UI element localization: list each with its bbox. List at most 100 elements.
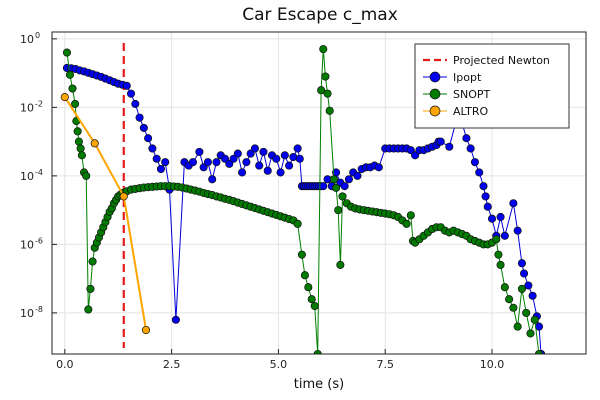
legend-label: Projected Newton bbox=[453, 54, 550, 67]
data-point-ipopt bbox=[208, 175, 217, 184]
data-point-ipopt bbox=[483, 202, 492, 211]
y-tick-label: 10 bbox=[20, 170, 34, 183]
data-point-ipopt bbox=[406, 146, 415, 155]
legend-swatch-marker bbox=[429, 71, 441, 83]
data-point-ipopt bbox=[229, 154, 238, 163]
data-point-ipopt bbox=[319, 182, 328, 191]
series-altro bbox=[60, 93, 151, 335]
data-point-snopt bbox=[68, 84, 77, 93]
data-point-snopt bbox=[300, 271, 309, 280]
chart-title: Car Escape c_max bbox=[242, 5, 398, 25]
data-point-ipopt bbox=[462, 134, 471, 143]
y-tick-exponent: -8 bbox=[35, 305, 43, 314]
data-point-ipopt bbox=[509, 199, 518, 208]
data-point-ipopt bbox=[374, 163, 383, 172]
data-point-ipopt bbox=[199, 163, 208, 172]
legend-swatch-marker bbox=[429, 105, 441, 117]
data-point-snopt bbox=[509, 303, 518, 312]
legend-swatch-marker bbox=[429, 88, 441, 100]
data-point-snopt bbox=[76, 144, 85, 153]
data-point-snopt bbox=[325, 106, 334, 115]
data-point-ipopt bbox=[500, 231, 509, 240]
data-point-snopt bbox=[513, 322, 522, 331]
data-point-ipopt bbox=[144, 134, 153, 143]
y-tick-exponent: 0 bbox=[35, 31, 40, 40]
data-point-ipopt bbox=[534, 322, 544, 331]
plot-frame bbox=[51, 31, 587, 355]
data-point-snopt bbox=[402, 219, 411, 228]
data-point-ipopt bbox=[340, 182, 349, 191]
data-point-snopt bbox=[310, 301, 319, 311]
data-point-ipopt bbox=[295, 154, 304, 163]
data-point-ipopt bbox=[470, 158, 479, 167]
data-point-ipopt bbox=[272, 154, 281, 163]
data-point-snopt bbox=[77, 151, 86, 160]
legend-label: SNOPT bbox=[453, 88, 491, 101]
data-point-snopt bbox=[323, 89, 332, 98]
data-point-snopt bbox=[338, 192, 347, 201]
data-point-ipopt bbox=[126, 89, 136, 98]
x-axis-label: time (s) bbox=[294, 377, 344, 392]
data-point-ipopt bbox=[250, 144, 259, 153]
data-point-ipopt bbox=[188, 158, 198, 167]
data-point-ipopt bbox=[280, 151, 289, 160]
data-point-ipopt bbox=[242, 158, 251, 167]
data-point-snopt bbox=[88, 257, 97, 266]
data-point-snopt bbox=[293, 219, 302, 228]
data-point-ipopt bbox=[255, 161, 264, 170]
data-point-ipopt bbox=[212, 158, 221, 167]
data-point-ipopt bbox=[220, 154, 230, 163]
x-tick-label: 7.5 bbox=[376, 358, 394, 371]
series-layer bbox=[60, 45, 546, 354]
data-point-ipopt bbox=[344, 175, 353, 184]
data-point-snopt bbox=[73, 127, 82, 136]
data-point-snopt bbox=[86, 284, 95, 293]
data-point-snopt bbox=[494, 250, 503, 259]
data-point-ipopt bbox=[411, 151, 420, 160]
y-tick-label: 10 bbox=[20, 33, 34, 46]
data-point-snopt bbox=[307, 295, 316, 304]
data-point-snopt bbox=[332, 183, 341, 192]
data-point-ipopt bbox=[263, 166, 272, 175]
x-tick-label: 5.0 bbox=[270, 358, 288, 371]
data-point-ipopt bbox=[195, 147, 204, 156]
data-point-ipopt bbox=[233, 149, 242, 158]
data-point-snopt bbox=[317, 86, 326, 95]
x-tick-label: 2.5 bbox=[163, 358, 181, 371]
data-point-snopt bbox=[297, 250, 306, 259]
data-point-ipopt bbox=[259, 147, 268, 156]
x-tick-label: 10.0 bbox=[480, 358, 505, 371]
data-point-ipopt bbox=[246, 149, 255, 158]
data-point-altro bbox=[60, 93, 69, 102]
data-point-ipopt bbox=[148, 144, 157, 153]
data-point-snopt bbox=[336, 260, 345, 269]
data-point-ipopt bbox=[353, 171, 362, 180]
data-point-snopt bbox=[522, 308, 531, 317]
data-point-ipopt bbox=[122, 81, 131, 90]
data-point-ipopt bbox=[496, 212, 505, 222]
data-point-snopt bbox=[65, 70, 74, 79]
data-point-ipopt bbox=[528, 291, 537, 300]
data-point-ipopt bbox=[445, 142, 454, 151]
data-point-ipopt bbox=[436, 137, 445, 146]
y-tick-exponent: -2 bbox=[35, 99, 43, 108]
legend-box bbox=[414, 43, 570, 129]
data-point-snopt bbox=[526, 329, 535, 338]
data-point-ipopt bbox=[171, 315, 180, 324]
y-tick-label: 10 bbox=[20, 307, 34, 320]
data-point-ipopt bbox=[131, 99, 140, 108]
data-point-snopt bbox=[517, 284, 526, 293]
data-point-ipopt bbox=[156, 164, 165, 174]
data-point-snopt bbox=[74, 137, 83, 146]
legend-label: ALTRO bbox=[453, 105, 489, 118]
data-point-ipopt bbox=[513, 226, 522, 235]
y-tick-exponent: -6 bbox=[35, 236, 43, 245]
data-point-ipopt bbox=[466, 144, 475, 153]
data-point-snopt bbox=[530, 315, 539, 324]
data-point-altro bbox=[90, 139, 99, 148]
data-point-altro bbox=[141, 325, 151, 335]
data-point-snopt bbox=[82, 171, 91, 180]
x-tick-labels: 0.0 2.5 5.0 7.5 10.0 bbox=[56, 349, 504, 371]
data-point-altro bbox=[119, 192, 128, 201]
y-tick-exponent: -4 bbox=[35, 168, 43, 177]
